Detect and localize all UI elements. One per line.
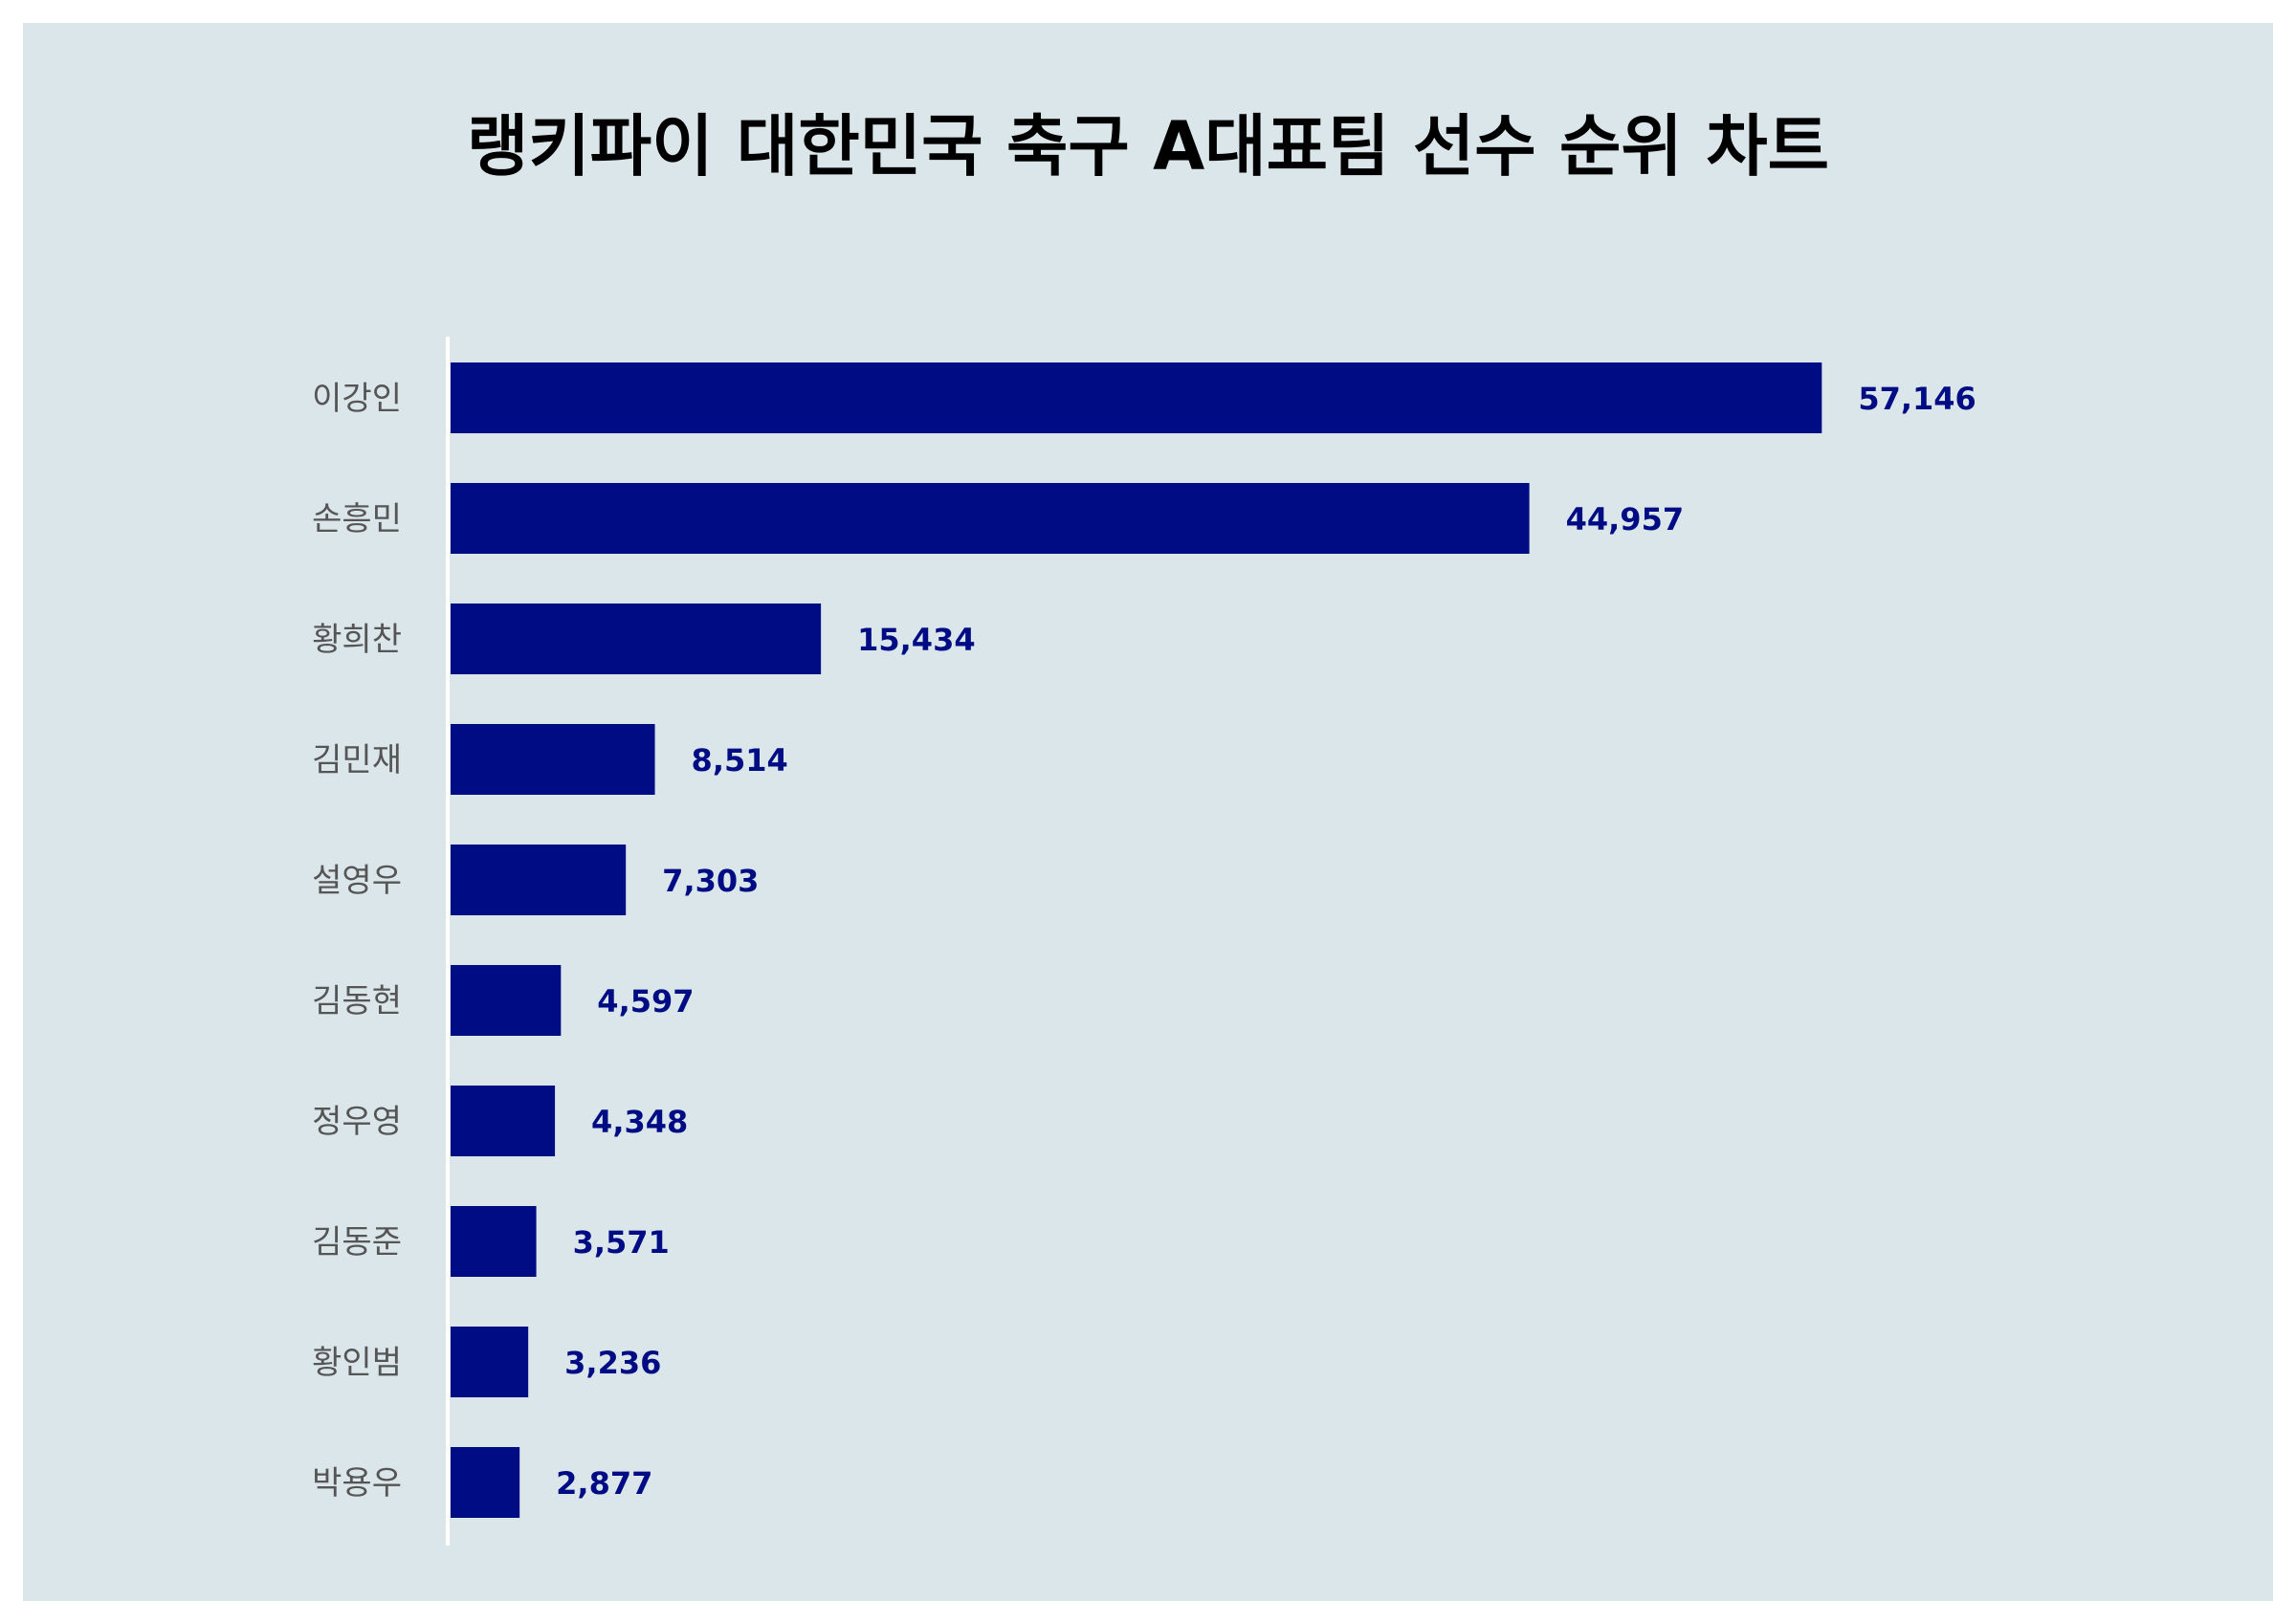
bar — [451, 604, 822, 674]
category-label: 김민재 — [312, 741, 402, 779]
bar — [451, 483, 1530, 554]
category-label: 황인범 — [312, 1344, 402, 1382]
chart-title: 랭키파이 대한민국 축구 A대표팀 선수 순위 차트 — [467, 107, 1829, 186]
category-label: 김동현 — [312, 982, 402, 1020]
bar — [451, 1327, 529, 1397]
bar — [451, 724, 655, 795]
bar — [451, 362, 1822, 433]
data-label: 44,957 — [1566, 501, 1684, 538]
category-label: 정우영 — [312, 1103, 402, 1141]
category-label: 김동준 — [312, 1223, 402, 1262]
data-label: 57,146 — [1858, 381, 1976, 417]
category-label: 박용우 — [312, 1464, 402, 1503]
data-label: 8,514 — [692, 742, 788, 779]
bar — [451, 1447, 520, 1518]
category-label: 손흥민 — [312, 500, 402, 538]
data-label: 15,434 — [857, 622, 975, 658]
chart-panel — [23, 23, 2273, 1601]
data-label: 7,303 — [662, 863, 759, 899]
bar — [451, 1086, 556, 1156]
category-label: 설영우 — [312, 862, 402, 900]
category-label: 황희찬 — [312, 621, 402, 659]
data-label: 3,236 — [564, 1345, 661, 1381]
data-label: 4,597 — [597, 983, 694, 1020]
bar — [451, 965, 562, 1036]
data-label: 3,571 — [573, 1224, 670, 1261]
category-label: 이강인 — [312, 380, 402, 418]
data-label: 4,348 — [591, 1104, 688, 1140]
bar — [451, 845, 627, 915]
bar — [451, 1206, 537, 1277]
data-label: 2,877 — [556, 1465, 652, 1502]
